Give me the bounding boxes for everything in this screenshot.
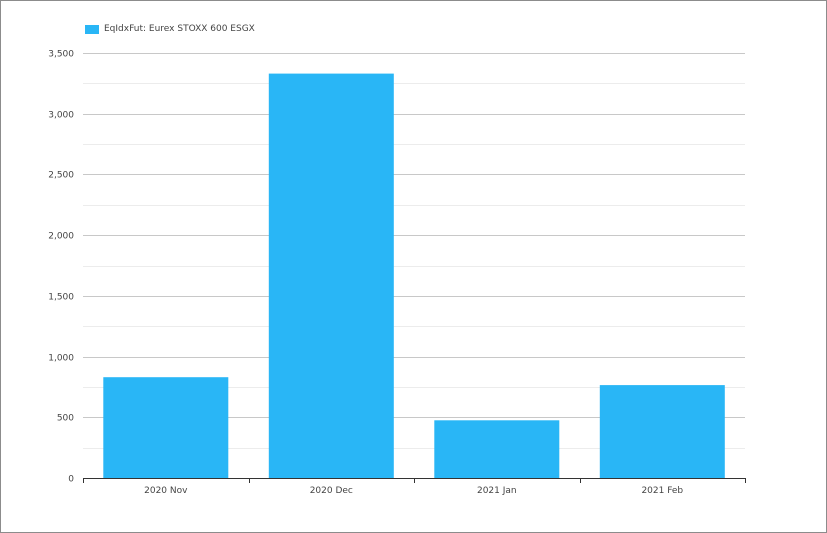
bar-2021-jan xyxy=(434,420,560,478)
bar-2020-nov xyxy=(103,377,229,478)
legend-swatch xyxy=(85,24,99,34)
y-tick-label: 2,500 xyxy=(48,171,74,181)
y-tick-label: 0 xyxy=(68,475,74,485)
x-tick-label: 2021 Feb xyxy=(641,486,683,496)
legend[interactable]: EqIdxFut: Eurex STOXX 600 ESGX xyxy=(85,22,255,36)
y-tick-label: 3,500 xyxy=(48,50,74,60)
x-tick-label: 2021 Jan xyxy=(477,486,517,496)
legend-label: EqIdxFut: Eurex STOXX 600 ESGX xyxy=(104,24,255,34)
y-tick-label: 1,500 xyxy=(48,293,74,303)
x-tick-label: 2020 Dec xyxy=(310,486,353,496)
y-tick-label: 1,000 xyxy=(48,354,74,364)
y-tick-label: 500 xyxy=(57,414,74,424)
x-tick-label: 2020 Nov xyxy=(144,486,188,496)
bar-2020-dec xyxy=(268,73,394,478)
bar-2021-feb xyxy=(599,385,725,478)
y-tick-label: 3,000 xyxy=(48,111,74,121)
y-tick-label: 2,000 xyxy=(48,232,74,242)
